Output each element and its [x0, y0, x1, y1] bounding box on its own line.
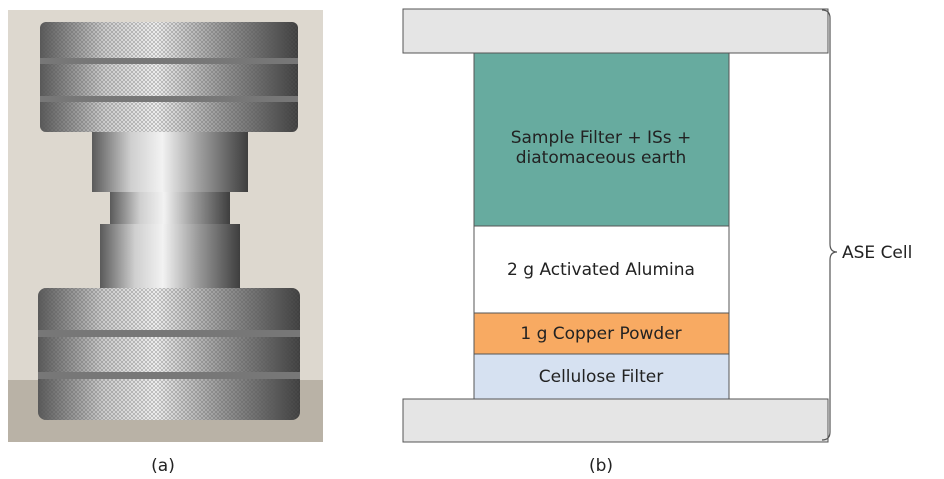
top-plate	[403, 9, 828, 53]
layer-label: 2 g Activated Alumina	[507, 260, 695, 280]
figure: (a) ASE Cell Sample Filter + ISs + diato…	[0, 0, 944, 479]
bottom-plate	[403, 399, 828, 442]
brace	[822, 10, 837, 440]
photo	[8, 10, 323, 442]
layer-label: Sample Filter + ISs +	[511, 128, 692, 148]
layer-label: Cellulose Filter	[539, 367, 664, 387]
layer-label: 1 g Copper Powder	[520, 324, 681, 344]
diagram-caption: (b)	[589, 456, 613, 476]
layer-label: diatomaceous earth	[516, 148, 687, 168]
photo-caption: (a)	[151, 456, 175, 476]
cell-label: ASE Cell	[842, 243, 912, 263]
